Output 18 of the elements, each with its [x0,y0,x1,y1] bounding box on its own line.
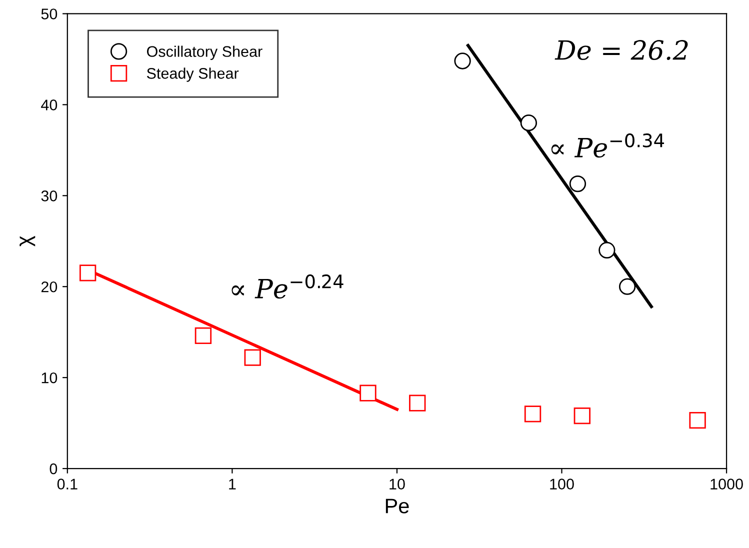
y-tick-label: 10 [42,372,58,384]
annotation: ∝ Pe$^{−0.24}$ [232,274,344,299]
x-tick-label: 100 [550,478,574,490]
y-tick-label: 50 [41,8,58,20]
y-axis-title: χ [20,236,36,246]
y-tick-label: 20 [41,281,58,292]
x-tick-label: 1 [229,478,236,490]
annotation: De = 26.2 [554,40,688,60]
legend-label: Oscillatory Shear [147,46,262,60]
x-tick-label: 0.1 [57,478,78,490]
x-tick-label: 10 [390,478,405,490]
y-tick-label: 0 [50,463,58,474]
y-tick-label: 40 [41,100,58,110]
legend-label: Steady Shear [146,68,239,82]
x-tick-label: 1000 [710,478,743,490]
annotation: ∝ Pe$^{−0.34}$ [551,133,664,158]
y-tick-label: 30 [41,190,58,202]
x-axis-title: Pe [386,498,409,514]
